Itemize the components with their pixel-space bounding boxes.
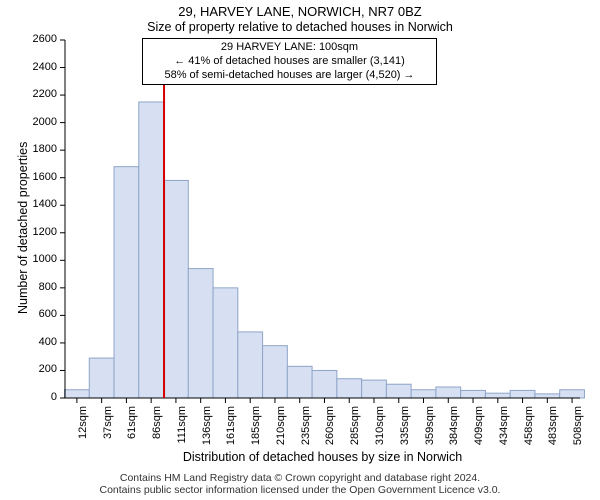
x-tick-label: 260sqm xyxy=(324,406,336,456)
x-tick-label: 161sqm xyxy=(225,406,237,456)
x-tick-label: 384sqm xyxy=(448,406,460,456)
callout-line-3: 58% of semi-detached houses are larger (… xyxy=(147,69,432,83)
x-tick-label: 434sqm xyxy=(498,406,510,456)
footer-line-1: Contains HM Land Registry data © Crown c… xyxy=(0,472,600,485)
x-tick-label: 61sqm xyxy=(126,406,138,456)
x-tick-label: 483sqm xyxy=(547,406,559,456)
y-tick-label: 400 xyxy=(25,336,57,348)
x-tick-label: 136sqm xyxy=(201,406,213,456)
callout-line-2: ← 41% of detached houses are smaller (3,… xyxy=(147,55,432,69)
x-tick-label: 508sqm xyxy=(572,406,584,456)
chart-stage: 29, HARVEY LANE, NORWICH, NR7 0BZ Size o… xyxy=(0,0,600,500)
x-tick-label: 285sqm xyxy=(349,406,361,456)
y-tick-label: 2200 xyxy=(25,88,57,100)
x-tick-label: 335sqm xyxy=(399,406,411,456)
callout-box: 29 HARVEY LANE: 100sqm ← 41% of detached… xyxy=(142,38,437,85)
y-tick-label: 0 xyxy=(25,391,57,403)
x-tick-label: 210sqm xyxy=(275,406,287,456)
y-tick-label: 1800 xyxy=(25,143,57,155)
x-tick-label: 235sqm xyxy=(300,406,312,456)
x-tick-label: 111sqm xyxy=(176,406,188,456)
x-tick-label: 185sqm xyxy=(250,406,262,456)
y-tick-label: 200 xyxy=(25,363,57,375)
x-tick-label: 409sqm xyxy=(473,406,485,456)
x-tick-label: 310sqm xyxy=(374,406,386,456)
y-tick-label: 1400 xyxy=(25,198,57,210)
x-tick-label: 37sqm xyxy=(102,406,114,456)
attribution-footer: Contains HM Land Registry data © Crown c… xyxy=(0,472,600,497)
x-tick-label: 458sqm xyxy=(523,406,535,456)
callout-line-1: 29 HARVEY LANE: 100sqm xyxy=(147,41,432,55)
y-tick-label: 600 xyxy=(25,308,57,320)
x-tick-label: 86sqm xyxy=(151,406,163,456)
y-tick-label: 2400 xyxy=(25,61,57,73)
y-tick-label: 2000 xyxy=(25,116,57,128)
y-tick-label: 2600 xyxy=(25,33,57,45)
x-tick-label: 359sqm xyxy=(424,406,436,456)
y-tick-label: 1000 xyxy=(25,253,57,265)
y-tick-label: 800 xyxy=(25,281,57,293)
x-tick-label: 12sqm xyxy=(77,406,89,456)
footer-line-2: Contains public sector information licen… xyxy=(0,484,600,497)
y-tick-label: 1600 xyxy=(25,171,57,183)
y-tick-label: 1200 xyxy=(25,226,57,238)
